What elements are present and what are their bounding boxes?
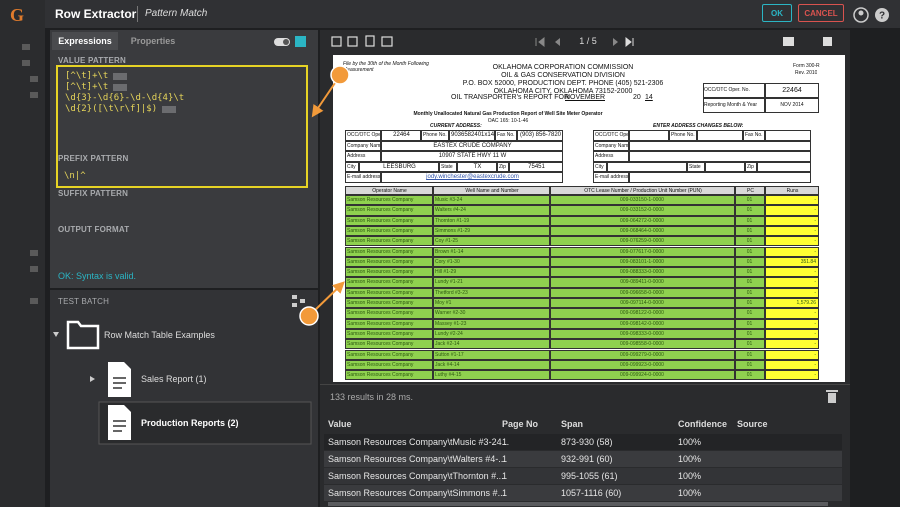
app-window: G Row Extractor Pattern Match OK CANCEL … (0, 0, 900, 507)
annotation-layer (0, 0, 900, 507)
